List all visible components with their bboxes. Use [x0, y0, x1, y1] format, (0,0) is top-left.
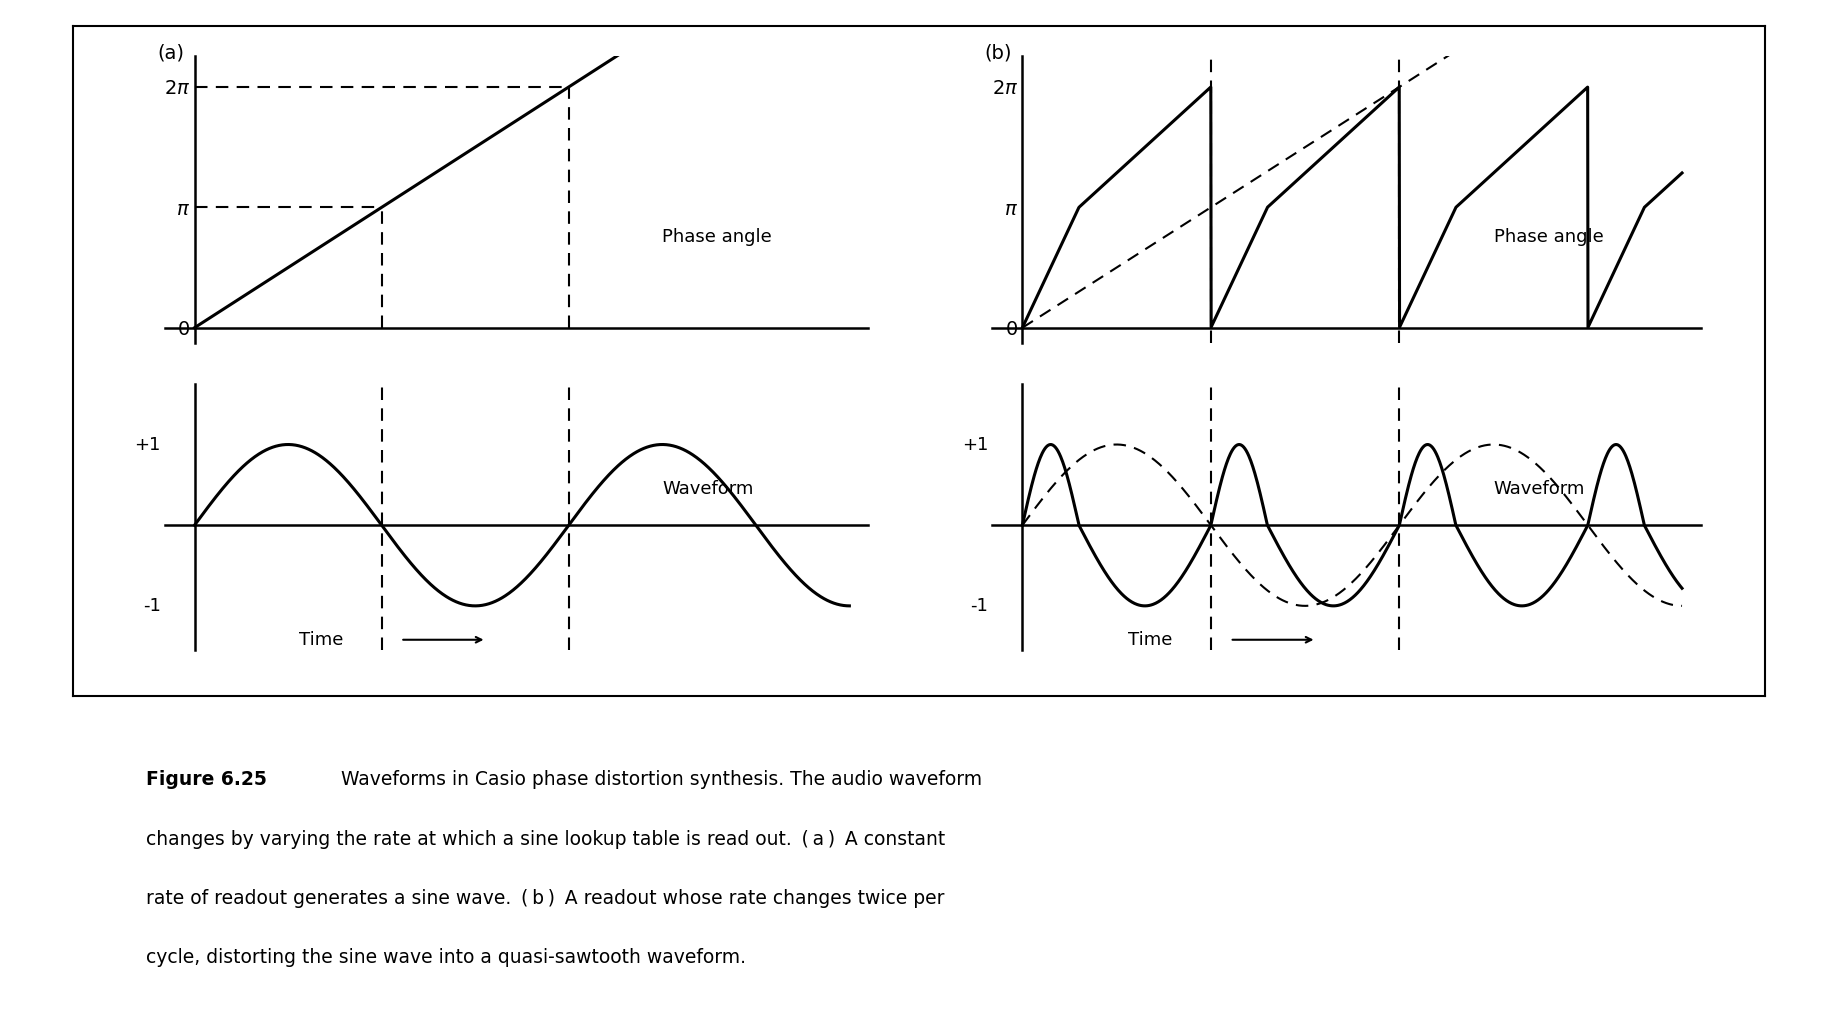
Text: (a): (a)	[157, 43, 185, 62]
Text: changes by varying the rate at which a sine lookup table is read out.  ( a )  A : changes by varying the rate at which a s…	[146, 829, 946, 849]
Text: Waveforms in Casio phase distortion synthesis. The audio waveform: Waveforms in Casio phase distortion synt…	[324, 770, 982, 790]
Text: -1: -1	[971, 597, 988, 614]
Text: Time: Time	[300, 631, 344, 649]
Text: Waveform: Waveform	[1494, 480, 1586, 498]
Text: Phase angle: Phase angle	[662, 228, 772, 247]
Text: +1: +1	[962, 435, 988, 454]
Text: rate of readout generates a sine wave.  ( b )  A readout whose rate changes twic: rate of readout generates a sine wave. (…	[146, 889, 946, 908]
Text: Time: Time	[1128, 631, 1172, 649]
Text: Waveform: Waveform	[662, 480, 754, 498]
Text: +1: +1	[135, 435, 161, 454]
Text: Phase angle: Phase angle	[1494, 228, 1604, 247]
Text: (b): (b)	[984, 43, 1011, 62]
Text: Figure 6.25: Figure 6.25	[146, 770, 267, 790]
Text: -1: -1	[143, 597, 161, 614]
Text: cycle, distorting the sine wave into a quasi-sawtooth waveform.: cycle, distorting the sine wave into a q…	[146, 948, 746, 968]
